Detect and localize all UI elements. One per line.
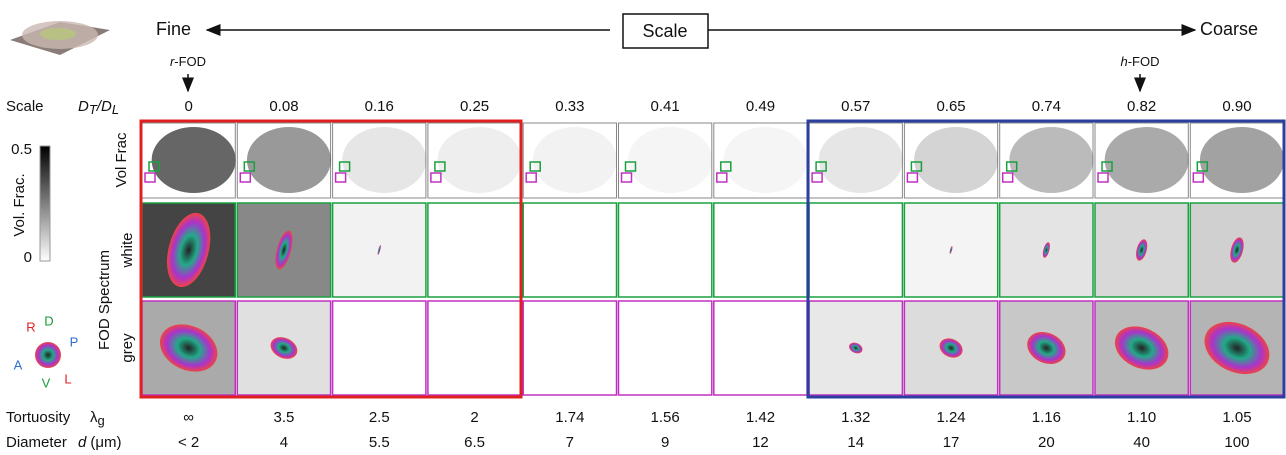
d-label: d(μm) [78, 434, 121, 451]
h-fod-italic: h [1120, 54, 1127, 69]
unit: (μm) [90, 434, 121, 451]
tortuosity-value: 2 [470, 409, 478, 426]
brain-slice [152, 127, 236, 193]
ratio-label: DT/DL [78, 98, 119, 117]
coarse-label: Coarse [1200, 19, 1258, 39]
diameter-value: 5.5 [369, 434, 390, 451]
orientation-label: A [14, 357, 23, 372]
brain-slice [1009, 127, 1093, 193]
lambda-label: λg [90, 409, 105, 428]
brain-thumbnail [10, 21, 110, 55]
brain-slice [533, 127, 617, 193]
scale-value: 0 [184, 98, 192, 115]
scale-value: 0.16 [365, 98, 394, 115]
ratio-den: D [101, 98, 112, 115]
white-cell [428, 203, 521, 297]
orientation-label: L [64, 371, 71, 386]
tortuosity-value: 1.74 [555, 409, 584, 426]
grey-cell [714, 301, 807, 395]
figure: Fine Scale Coarse r-FOD h-FOD Scale DT/D… [0, 0, 1286, 455]
r-fod-rest: -FOD [174, 54, 206, 69]
orientation-label: R [26, 319, 35, 334]
scale-row-label: Scale [6, 98, 44, 115]
grey-cell [619, 301, 712, 395]
orientation-label: D [44, 313, 53, 328]
brain-slice [247, 127, 331, 193]
diameter-value: 14 [847, 434, 864, 451]
ratio-num: D [78, 98, 89, 115]
diameter-value: 6.5 [464, 434, 485, 451]
r-fod-label: r-FOD [170, 54, 206, 69]
grey-cell [523, 301, 616, 395]
brain-slice [819, 127, 903, 193]
h-fod-label: h-FOD [1120, 54, 1159, 69]
scale-value: 0.41 [651, 98, 680, 115]
scale-value: 0.25 [460, 98, 489, 115]
ratio-den-sub: L [112, 102, 119, 117]
diameter-label: Diameter [6, 434, 67, 451]
tortuosity-value: 3.5 [274, 409, 295, 426]
diameter-value: 4 [280, 434, 288, 451]
tortuosity-value: 1.56 [651, 409, 680, 426]
diameter-value: 40 [1133, 434, 1150, 451]
tortuosity-label: Tortuosity [6, 409, 71, 426]
brain-slice [723, 127, 807, 193]
tortuosity-value: 1.32 [841, 409, 870, 426]
scale-value: 0.49 [746, 98, 775, 115]
fine-label: Fine [156, 19, 191, 39]
scale-value: 0.33 [555, 98, 584, 115]
orientation-label: V [42, 375, 51, 390]
colorbar-min: 0 [24, 249, 32, 266]
tortuosity-value: 1.42 [746, 409, 775, 426]
scale-value: 0.90 [1222, 98, 1251, 115]
white-cell [523, 203, 616, 297]
brain-slice [438, 127, 522, 193]
white-cell [619, 203, 712, 297]
diameter-value: 9 [661, 434, 669, 451]
brain-slice [1105, 127, 1189, 193]
scale-value: 0.08 [269, 98, 298, 115]
scale-value: 0.57 [841, 98, 870, 115]
tortuosity-value: 1.05 [1222, 409, 1251, 426]
colorbar-label: Vol. Frac. [11, 173, 28, 236]
brain-slice [342, 127, 426, 193]
diameter-value: 100 [1224, 434, 1249, 451]
scale-value: 0.74 [1032, 98, 1061, 115]
brain-slice [628, 127, 712, 193]
tortuosity-value: 1.24 [936, 409, 965, 426]
orientation-label: P [70, 334, 79, 349]
diameter-value: 20 [1038, 434, 1055, 451]
colorbar [40, 146, 50, 261]
diameter-value: 17 [943, 434, 960, 451]
grey-cell [333, 301, 426, 395]
tortuosity-value: ∞ [183, 409, 194, 426]
vol-frac-label: Vol Frac [113, 132, 130, 188]
tortuosity-value: 1.16 [1032, 409, 1061, 426]
white-label: white [119, 232, 136, 268]
scale-title: Scale [642, 21, 687, 41]
grey-label: grey [119, 333, 136, 363]
white-cell [714, 203, 807, 297]
fod-spectrum-label: FOD Spectrum [96, 250, 113, 350]
d-symbol: d [78, 434, 87, 451]
scale-value: 0.65 [936, 98, 965, 115]
h-fod-rest: -FOD [1128, 54, 1160, 69]
scale-value: 0.82 [1127, 98, 1156, 115]
colorbar-max: 0.5 [11, 141, 32, 158]
white-cell [809, 203, 902, 297]
diameter-value: 7 [566, 434, 574, 451]
brain-slice [1200, 127, 1284, 193]
tortuosity-value: 2.5 [369, 409, 390, 426]
grey-cell [428, 301, 521, 395]
diameter-value: 12 [752, 434, 769, 451]
diameter-value: < 2 [178, 434, 199, 451]
brain-slice [914, 127, 998, 193]
tortuosity-value: 1.10 [1127, 409, 1156, 426]
lambda-sub: g [98, 413, 105, 428]
orientation-sphere [35, 342, 61, 368]
